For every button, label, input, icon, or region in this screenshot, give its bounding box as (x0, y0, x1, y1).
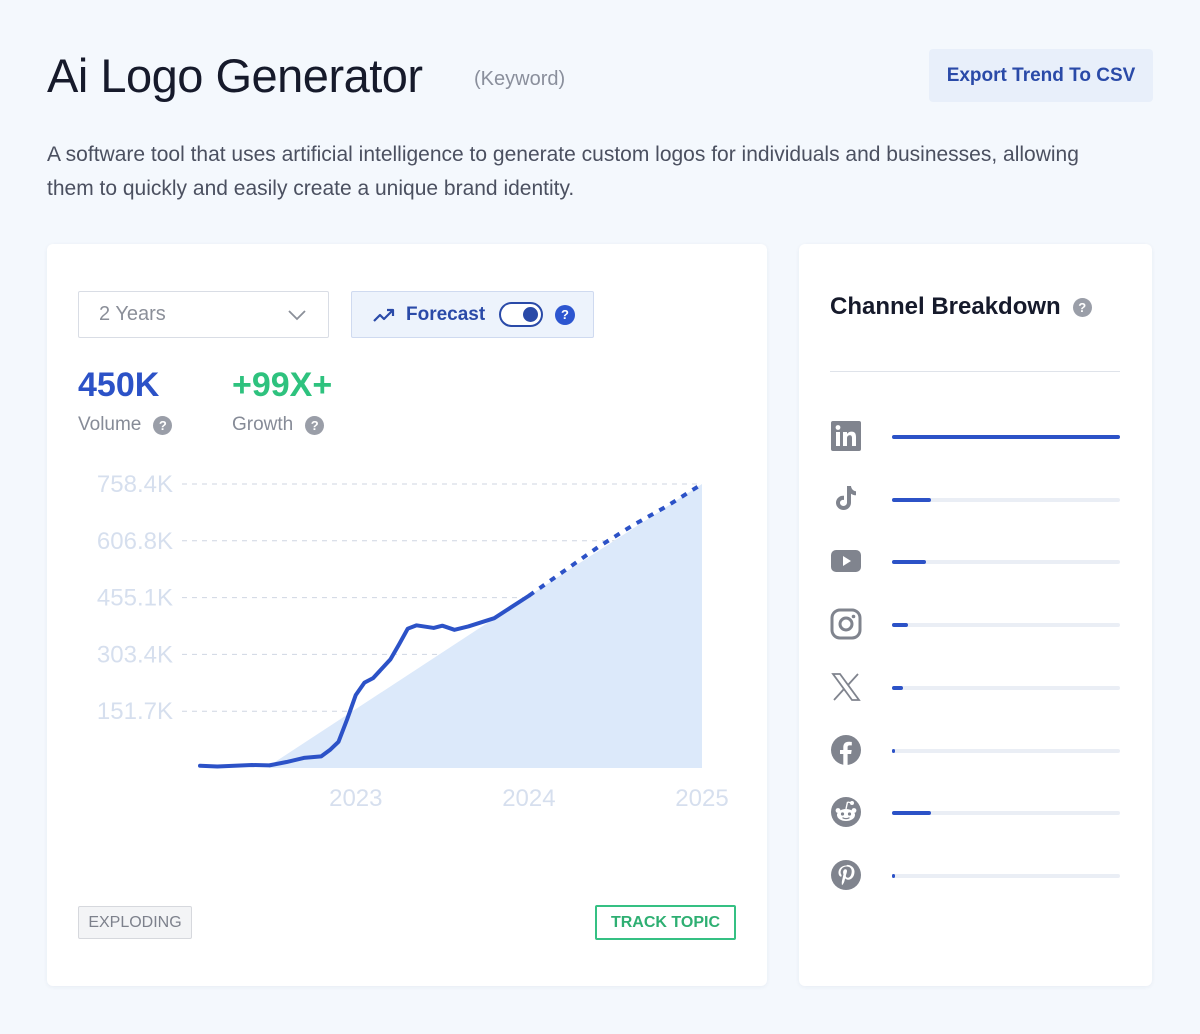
channel-row-instagram (830, 608, 1120, 642)
trend-area (269, 484, 702, 768)
channel-help-icon[interactable]: ? (1072, 297, 1092, 317)
channel-row-x (830, 671, 1120, 705)
trend-chart: 758.4K 606.8K 455.1K 303.4K 151.7K 2023 2024 20… (97, 474, 729, 812)
chevron-down-icon (288, 310, 306, 321)
y-tick-label: 758.4K (97, 474, 173, 498)
channel-share-bar (892, 748, 895, 753)
time-range-value: 2 Years (99, 303, 166, 325)
channel-share-bar (892, 560, 926, 565)
channel-breakdown-heading: Channel Breakdown ? (830, 293, 1092, 321)
channel-row-linkedin (830, 420, 1120, 454)
channel-share-track (892, 685, 1120, 690)
x-tick-label: 2024 (502, 785, 555, 812)
x-tick-label: 2023 (329, 785, 382, 812)
channel-share-track (892, 560, 1120, 565)
y-tick-label: 303.4K (97, 641, 173, 668)
forecast-control: Forecast ? (351, 291, 594, 338)
reddit-icon (831, 797, 861, 828)
facebook-icon (831, 734, 861, 765)
channel-share-track (892, 623, 1120, 628)
channel-share-bar (892, 497, 931, 502)
divider (830, 371, 1120, 372)
instagram-icon (830, 608, 862, 640)
linkedin-icon (831, 421, 861, 451)
channel-row-reddit (830, 796, 1120, 830)
status-badge: EXPLODING (78, 906, 192, 939)
channel-share-bar (892, 873, 895, 878)
time-range-select[interactable]: 2 Years (78, 291, 329, 338)
page-title: Ai Logo Generator (47, 49, 423, 102)
growth-value: +99X+ (232, 366, 333, 404)
x-icon (831, 672, 861, 701)
channel-share-track (892, 497, 1120, 502)
channel-breakdown-card: Channel Breakdown ? (799, 244, 1152, 986)
growth-help-icon[interactable]: ? (305, 415, 325, 435)
youtube-icon (831, 550, 861, 573)
volume-help-icon[interactable]: ? (153, 415, 173, 435)
channel-share-bar (892, 685, 903, 690)
growth-label: Growth (232, 414, 294, 435)
trend-card: 2 Years Forecast ? 450K Volume ? +99X+ G… (47, 244, 767, 986)
volume-value: 450K (78, 366, 160, 404)
channel-share-track (892, 811, 1120, 816)
channel-share-bar (892, 623, 908, 628)
forecast-help-icon[interactable]: ? (555, 305, 575, 325)
forecast-series-line (527, 482, 704, 598)
y-tick-label: 151.7K (97, 698, 173, 725)
y-tick-label: 455.1K (97, 585, 173, 612)
actual-series-line (198, 593, 531, 769)
track-topic-button[interactable]: TRACK TOPIC (595, 905, 736, 940)
toggle-knob (523, 307, 538, 322)
forecast-toggle[interactable] (499, 302, 543, 327)
channel-row-youtube (830, 545, 1120, 579)
channel-row-pinterest (830, 859, 1120, 893)
pinterest-icon (831, 859, 861, 890)
channel-share-track (892, 748, 1120, 753)
channel-share-track (892, 435, 1120, 439)
channel-share-track (892, 873, 1120, 878)
channel-row-tiktok (830, 483, 1120, 517)
channel-share-bar (892, 811, 931, 816)
export-csv-button[interactable]: Export Trend To CSV (929, 49, 1153, 102)
topic-description: A software tool that uses artificial int… (47, 143, 1079, 200)
channel-breakdown-title: Channel Breakdown (830, 293, 1061, 320)
volume-label: Volume (78, 414, 142, 435)
keyword-type-label: (Keyword) (474, 68, 566, 90)
forecast-label: Forecast (406, 304, 486, 325)
channel-share-bar (892, 435, 1120, 439)
x-tick-label: 2025 (675, 785, 728, 812)
volume-label-group: Volume ? (78, 414, 173, 436)
y-tick-label: 606.8K (97, 528, 173, 555)
growth-label-group: Growth ? (232, 414, 325, 436)
channel-row-facebook (830, 734, 1120, 768)
tiktok-icon (836, 485, 856, 510)
trending-up-icon (373, 308, 395, 322)
